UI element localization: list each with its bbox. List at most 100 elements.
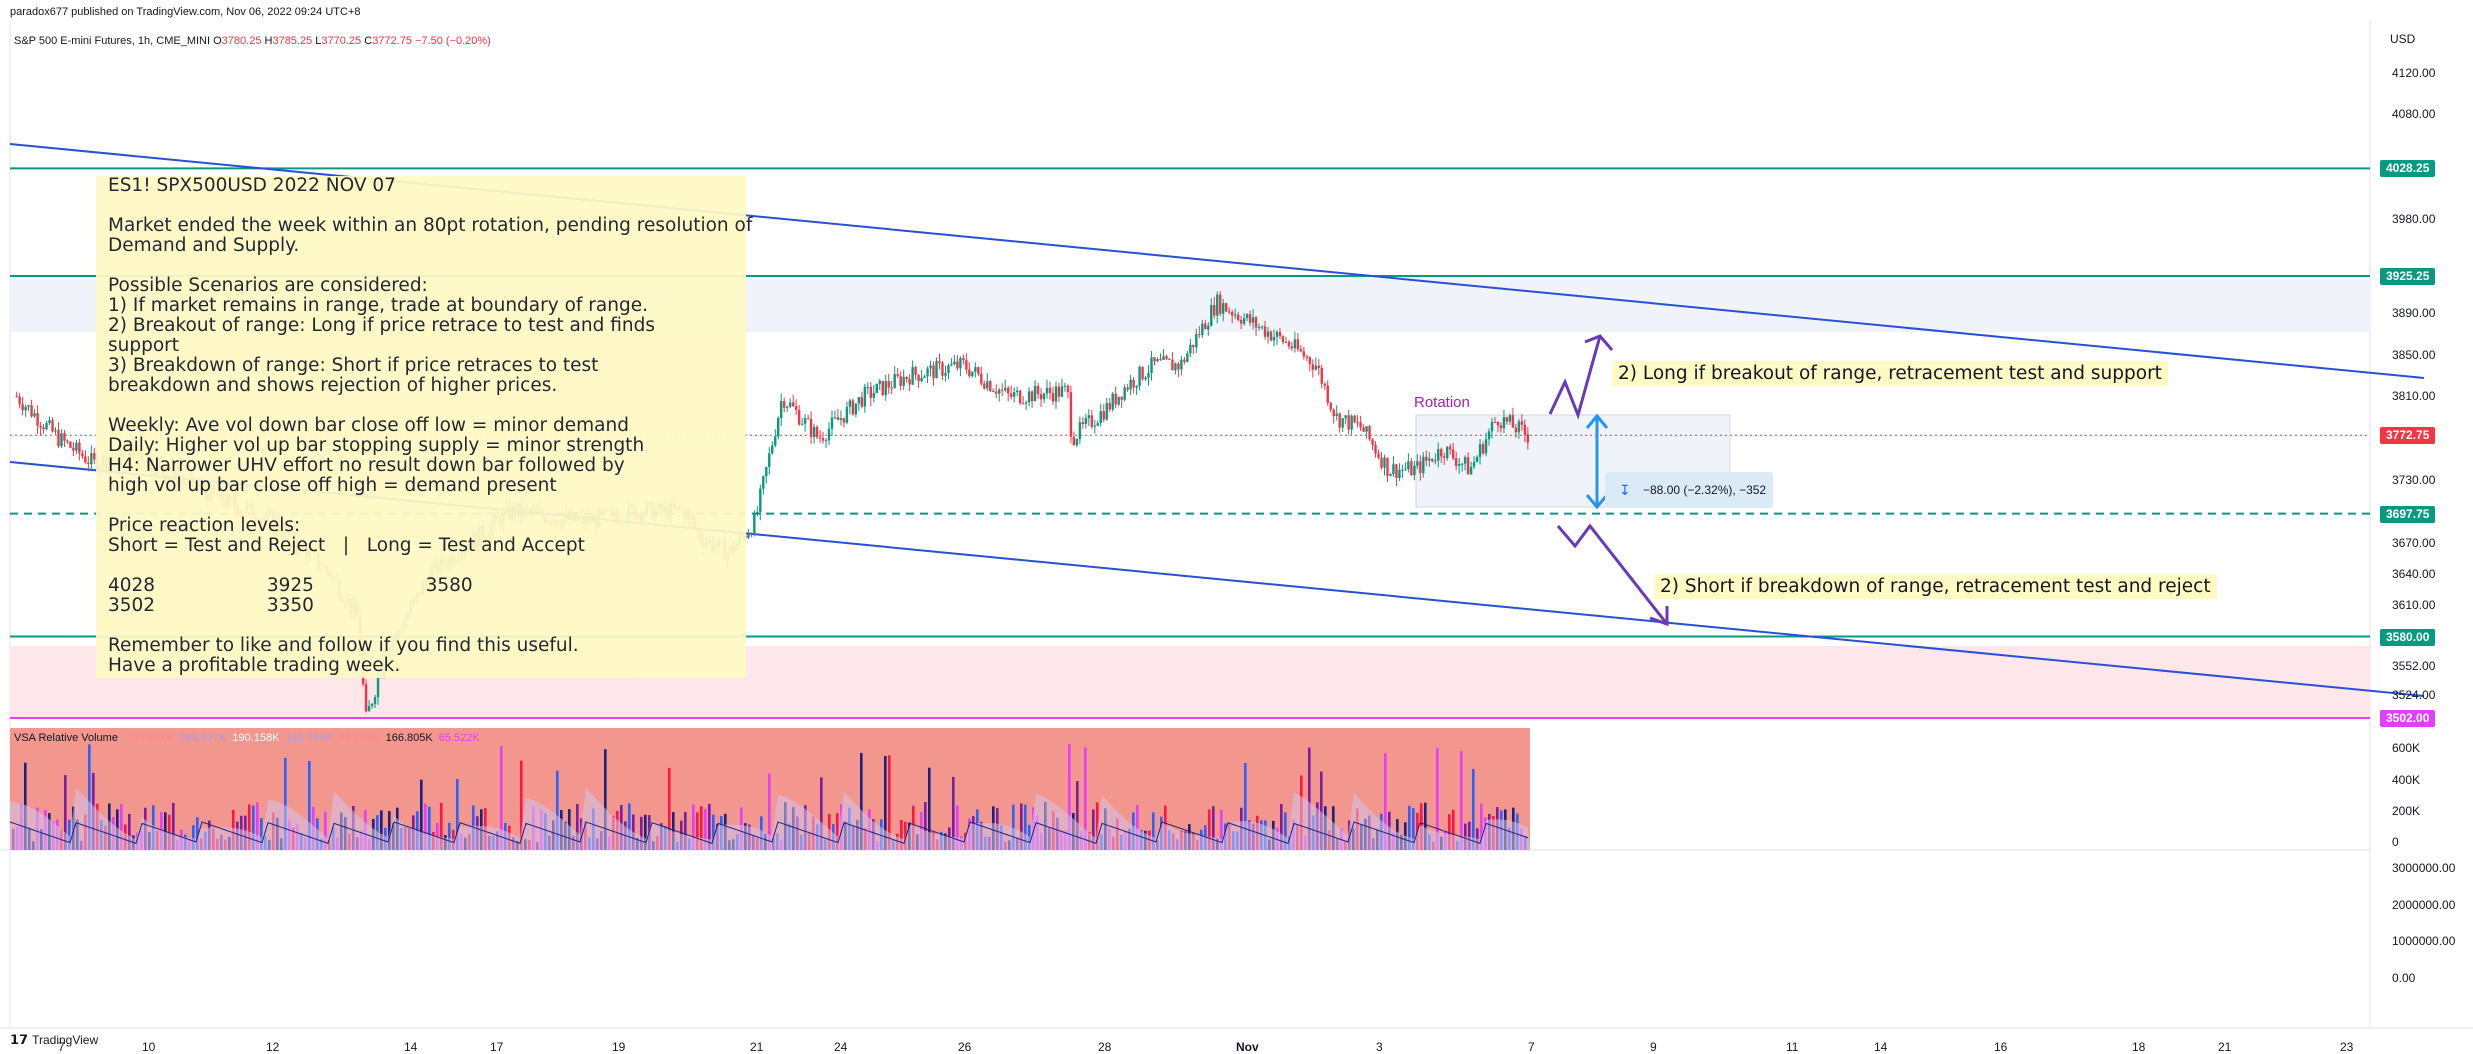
note-line: Have a profitable trading week. <box>108 655 401 676</box>
candle-body <box>941 362 944 376</box>
candle-body <box>998 389 1001 394</box>
note-line <box>108 256 746 276</box>
candle-body <box>1368 426 1371 440</box>
change-value: −7.50 (−0.20%) <box>415 35 491 47</box>
candle-body <box>1296 339 1300 350</box>
price-tag[interactable]: 3925.25 <box>2380 268 2436 285</box>
volume-bar <box>1244 762 1247 850</box>
candle-body <box>830 417 834 429</box>
candle-body <box>1108 402 1111 410</box>
price-tag[interactable]: 3772.75 <box>2380 427 2436 445</box>
price-tag[interactable]: 3502.00 <box>2380 710 2436 727</box>
candle-body <box>977 367 980 374</box>
candle-body <box>968 369 971 377</box>
candle-body <box>839 418 843 420</box>
lower-tick-label: 2000000.00 <box>2392 898 2456 912</box>
candle-body <box>920 377 923 382</box>
footer-brand[interactable]: 𝟭𝟳 TradingView <box>10 1032 98 1048</box>
candle-body <box>890 387 893 389</box>
candle-body <box>1045 387 1049 394</box>
candle-body <box>747 534 750 538</box>
volume-bar <box>420 779 423 850</box>
candle-body <box>917 374 920 382</box>
candle-body <box>762 476 765 489</box>
candle-body <box>1431 458 1434 462</box>
candle-body <box>1293 339 1297 349</box>
candle-body <box>947 365 950 373</box>
candle-body <box>965 360 968 370</box>
candle-body <box>1162 356 1165 360</box>
candle-body <box>1401 469 1404 471</box>
price-tag[interactable]: 4028.25 <box>2380 160 2436 178</box>
candle-body <box>72 447 75 451</box>
volume-bar <box>768 773 771 850</box>
candle-body <box>902 377 905 386</box>
candle-body <box>1001 389 1004 391</box>
price-tag[interactable]: 3697.75 <box>2380 505 2436 523</box>
rotation-label[interactable]: Rotation <box>1414 394 1470 411</box>
candle-body <box>84 456 87 463</box>
note-line: Price reaction levels: <box>108 515 301 536</box>
candle-body <box>1236 314 1240 320</box>
candle-body <box>1216 294 1219 316</box>
volume-bar <box>924 802 927 850</box>
candle-body <box>1389 474 1392 476</box>
note-line <box>108 556 746 576</box>
volume-bar <box>1084 747 1087 850</box>
symbol-name[interactable]: S&P 500 E-mini Futures, 1h, CME_MINI <box>14 35 211 47</box>
candle-body <box>1428 458 1431 461</box>
brand-name: TradingView <box>32 1033 99 1047</box>
volume-bar <box>1412 808 1415 850</box>
candle-body <box>1484 439 1488 454</box>
volume-bar <box>120 804 123 850</box>
candle-body <box>878 380 881 384</box>
price-range-measure[interactable]: ↧ −88.00 (−2.32%), −352 <box>1605 472 1773 508</box>
candle-body <box>911 367 914 385</box>
candle-body <box>950 364 953 366</box>
candle-body <box>1398 469 1401 478</box>
vsa-legend[interactable]: VSA Relative Volume 333.611K 285.337K 190.… <box>14 732 480 744</box>
short-scenario-arrow <box>1556 523 1669 625</box>
candle-body <box>809 418 813 438</box>
volume-bar <box>928 767 931 850</box>
time-tick-label: 28 <box>1098 1040 1112 1054</box>
volume-bar <box>1012 804 1015 850</box>
candle-body <box>1446 446 1449 459</box>
long-scenario-callout[interactable]: 2) Long if breakout of range, retracemen… <box>1612 361 2168 386</box>
tradingview-logo-icon: 𝟭𝟳 <box>10 1032 29 1047</box>
volume-bar <box>644 814 647 850</box>
candle-body <box>370 703 374 707</box>
vsa-value: 166.805K <box>385 732 433 744</box>
candle-body <box>1135 385 1138 388</box>
candle-body <box>756 512 759 514</box>
candle-body <box>1210 305 1213 326</box>
candle-body <box>959 357 962 369</box>
volume-bar <box>256 802 259 850</box>
candle-body <box>1290 346 1294 349</box>
candle-body <box>1177 363 1180 370</box>
volume-bar <box>380 810 383 850</box>
volume-bar <box>88 744 91 850</box>
volume-tick-label: 400K <box>2392 773 2421 787</box>
candle-body <box>1353 415 1356 423</box>
candle-body <box>1075 439 1079 446</box>
note-line: Market ended the week within an 80pt rot… <box>108 215 753 236</box>
candle-body <box>869 386 873 398</box>
time-tick-label: Nov <box>1236 1040 1259 1054</box>
candle-body <box>1347 415 1350 430</box>
time-tick-label: 3 <box>1376 1040 1383 1054</box>
note-line: high vol up bar close off high = demand … <box>108 475 557 496</box>
time-tick-label: 18 <box>2132 1040 2146 1054</box>
volume-bar <box>1024 804 1027 850</box>
analysis-note[interactable]: ES1! SPX500USD 2022 NOV 07 Market ended t… <box>96 176 753 678</box>
candle-body <box>66 440 69 442</box>
price-tag[interactable]: 3580.00 <box>2380 628 2436 646</box>
candle-body <box>75 442 78 451</box>
candle-body <box>1069 392 1073 437</box>
candle-body <box>1359 422 1362 428</box>
price-tick-label: 4120.00 <box>2392 65 2436 80</box>
candle-body <box>1090 415 1094 427</box>
short-scenario-callout[interactable]: 2) Short if breakdown of range, retracem… <box>1654 574 2217 599</box>
candle-body <box>1153 357 1156 362</box>
